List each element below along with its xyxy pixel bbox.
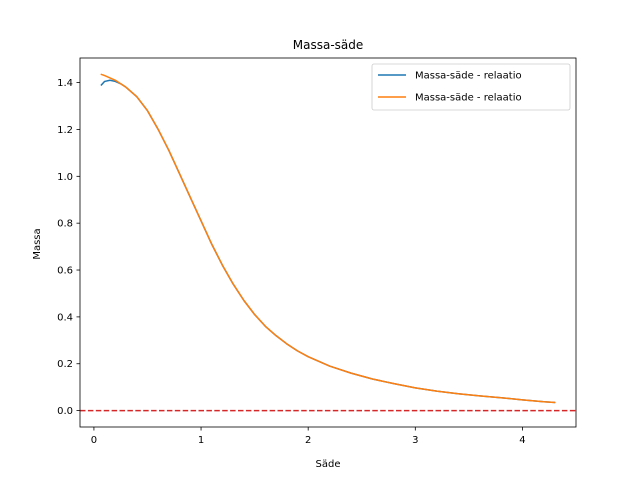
legend-box xyxy=(371,63,571,111)
x-tick-label: 4 xyxy=(519,435,525,446)
y-tick-label: 0.8 xyxy=(57,219,73,230)
y-tick-label: 0.6 xyxy=(57,266,73,277)
x-tick-label: 3 xyxy=(412,435,418,446)
y-tick-label: 1.4 xyxy=(57,78,73,89)
series-line-2 xyxy=(100,73,556,404)
x-tick-label: 0 xyxy=(91,435,97,446)
x-tick-label: 1 xyxy=(198,435,204,446)
legend-label-1: Massa-säde - relaatio xyxy=(415,71,522,82)
chart-title: Massa-säde xyxy=(293,38,364,52)
plot-area: 0 1 2 3 4 0.0 0.2 0.4 0.6 0.8 1.0 1.2 1.4 xyxy=(57,57,577,446)
x-axis-label: Säde xyxy=(316,459,341,470)
legend: Massa-säde - relaatio Massa-säde - relaat… xyxy=(371,63,571,111)
y-tick-label: 0.4 xyxy=(57,312,73,323)
y-tick-label: 0.2 xyxy=(57,359,73,370)
legend-label-2: Massa-säde - relaatio xyxy=(415,93,522,104)
x-tick-label: 2 xyxy=(305,435,311,446)
axes-frame xyxy=(79,57,577,428)
y-tick-label: 1.0 xyxy=(57,172,73,183)
y-tick-label: 0.0 xyxy=(57,406,73,417)
y-tick-label: 1.2 xyxy=(57,125,73,136)
y-axis-label: Massa xyxy=(32,228,43,259)
